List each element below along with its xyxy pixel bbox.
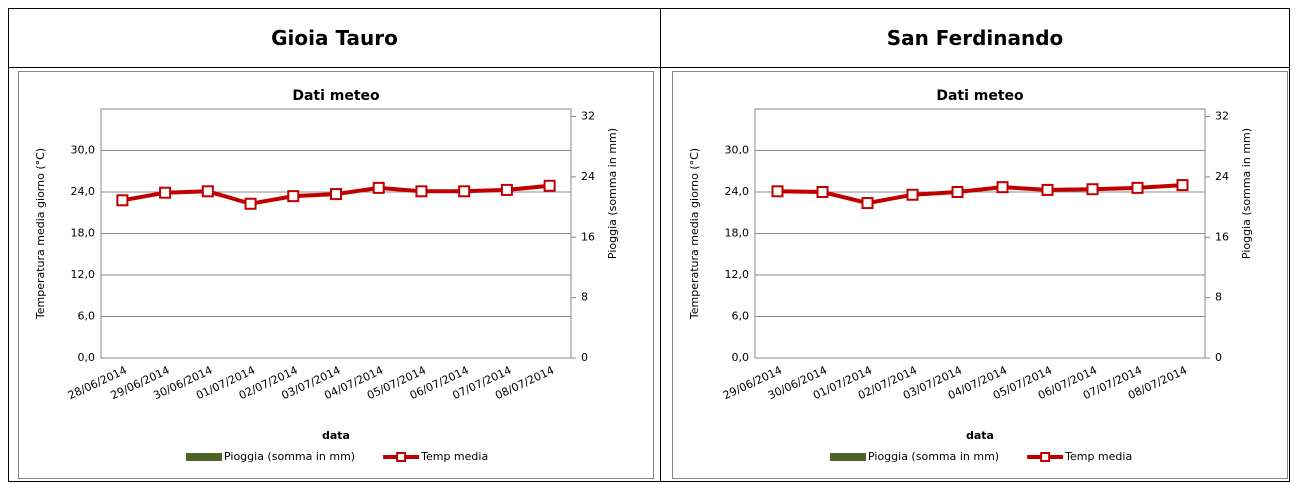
y2-axis-label: Pioggia (somma in mm) — [606, 128, 619, 259]
cell: Dati meteo 0,0 6,0 12,0 18,0 24,0 30,0 0 8 16 24 32… — [661, 67, 1289, 481]
y-tick-label: 6,0 — [78, 310, 96, 323]
point — [244, 197, 257, 210]
point — [771, 185, 784, 198]
point — [1131, 181, 1144, 194]
chart-title: Dati meteo — [292, 88, 380, 104]
y2-axis-label: Pioggia (somma in mm) — [1240, 128, 1253, 259]
point — [330, 188, 342, 201]
y-tick-label: 6,0 — [732, 310, 750, 323]
point — [500, 183, 513, 196]
line — [777, 183, 1183, 206]
legend-label: Temp media — [1064, 450, 1132, 463]
y-tick-label: 0,0 — [78, 351, 96, 364]
legend-swatch — [186, 453, 222, 461]
y-axis-label: Temperatura media giorno (°C) — [34, 148, 47, 320]
y2-tick-label: 0 — [581, 351, 588, 364]
y2-tick-label: 32 — [1215, 110, 1229, 123]
y-tick-label: 0,0 — [732, 351, 750, 364]
table: Gioia Tauro San Ferdinando Dati meteo 0,0… — [8, 8, 1290, 482]
column-header: Gioia Tauro — [9, 9, 661, 68]
y-tick-label: 12,0 — [725, 268, 750, 281]
point — [861, 197, 874, 210]
point — [415, 185, 428, 198]
y2-tick-label: 16 — [581, 230, 595, 243]
point — [458, 185, 471, 198]
chart: Dati meteo 0,0 6,0 12,0 18,0 24,0 30,0 0 8 16 24 32… — [672, 71, 1288, 479]
y-tick-label: 30,0 — [725, 144, 750, 157]
point — [1086, 183, 1099, 196]
chart: Dati meteo 0,0 6,0 12,0 18,0 24,0 30,0 0 8 16 24 32… — [18, 71, 654, 479]
y-tick-label: 18,0 — [725, 227, 750, 240]
chart-title: Dati meteo — [936, 88, 1024, 104]
y-axis-label: Temperatura media giorno (°C) — [688, 148, 701, 320]
point — [543, 179, 556, 192]
legend-marker — [396, 452, 407, 462]
point — [996, 181, 1009, 194]
y2-tick-label: 8 — [1215, 291, 1222, 304]
column-header: San Ferdinando — [661, 9, 1289, 68]
point — [1041, 183, 1054, 196]
cell: Dati meteo 0,0 6,0 12,0 18,0 24,0 30,0 0 8 16 24 32… — [9, 67, 661, 481]
point — [116, 194, 129, 207]
y-tick-label: 18,0 — [71, 227, 96, 240]
y2-tick-label: 24 — [581, 170, 595, 183]
point — [372, 181, 385, 194]
point — [287, 190, 300, 203]
y2-tick-label: 24 — [1215, 170, 1229, 183]
point — [159, 186, 172, 199]
y-tick-label: 12,0 — [71, 268, 96, 281]
legend-marker — [1040, 452, 1051, 462]
y2-tick-label: 8 — [581, 291, 588, 304]
y2-tick-label: 32 — [581, 110, 595, 123]
point — [951, 186, 964, 198]
y-tick-label: 24,0 — [71, 185, 96, 198]
legend-swatch — [830, 453, 866, 461]
y-tick-label: 30,0 — [71, 144, 96, 157]
y2-tick-label: 0 — [1215, 351, 1222, 364]
legend-label: Pioggia (somma in mm) — [224, 450, 355, 463]
x-axis-label: data — [966, 429, 994, 442]
y2-tick-label: 16 — [1215, 230, 1229, 243]
point — [816, 186, 829, 198]
x-axis-label: data — [322, 429, 350, 442]
point — [201, 185, 214, 198]
point — [1176, 179, 1189, 192]
legend-label: Temp media — [420, 450, 488, 463]
y-tick-label: 24,0 — [725, 185, 750, 198]
legend-label: Pioggia (somma in mm) — [868, 450, 999, 463]
point — [906, 188, 919, 201]
